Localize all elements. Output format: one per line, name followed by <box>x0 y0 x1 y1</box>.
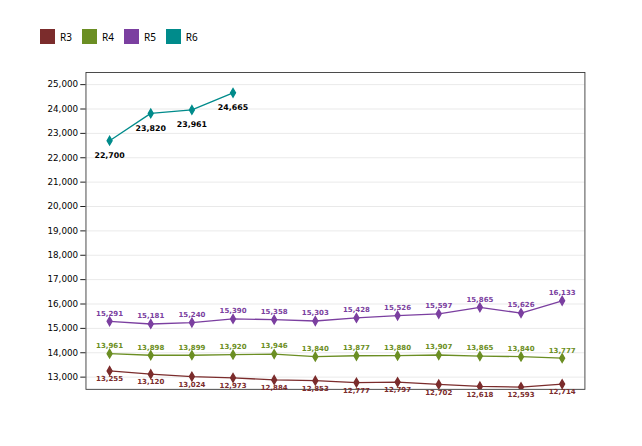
svg-text:13,961: 13,961 <box>96 342 123 350</box>
svg-text:13,877: 13,877 <box>343 344 370 352</box>
svg-text:12,777: 12,777 <box>343 387 370 395</box>
svg-text:23,961: 23,961 <box>177 120 207 129</box>
svg-text:16,133: 16,133 <box>549 289 576 297</box>
svg-text:13,840: 13,840 <box>302 345 329 353</box>
svg-text:24,000: 24,000 <box>47 104 78 114</box>
svg-text:12,884: 12,884 <box>261 384 288 392</box>
svg-text:13,946: 13,946 <box>261 342 288 350</box>
html-text:R5: R5 <box>143 29 156 44</box>
svg-text:13,907: 13,907 <box>425 343 452 351</box>
svg-text:12,853: 12,853 <box>302 385 329 393</box>
svg-text:12,714: 12,714 <box>549 388 576 396</box>
svg-text:13,899: 13,899 <box>178 344 205 352</box>
svg-text:12,973: 12,973 <box>220 382 247 390</box>
svg-text:13,865: 13,865 <box>466 344 493 352</box>
svg-text:12,618: 12,618 <box>466 391 493 399</box>
svg-text:23,820: 23,820 <box>136 124 167 133</box>
svg-text:17,000: 17,000 <box>47 274 78 284</box>
svg-text:12,702: 12,702 <box>425 389 452 397</box>
svg-text:15,358: 15,358 <box>261 308 288 316</box>
svg-text:13,000: 13,000 <box>47 372 78 382</box>
svg-text:13,898: 13,898 <box>137 344 164 352</box>
svg-text:15,240: 15,240 <box>178 311 205 319</box>
svg-text:15,000: 15,000 <box>47 323 78 333</box>
html-text:R4: R4 <box>102 29 114 44</box>
svg-text:12,797: 12,797 <box>384 386 411 394</box>
svg-text:21,000: 21,000 <box>47 177 78 187</box>
svg-text:15,291: 15,291 <box>96 310 123 318</box>
svg-text:14,000: 14,000 <box>47 348 78 358</box>
svg-text:13,840: 13,840 <box>508 345 535 353</box>
svg-text:25,000: 25,000 <box>47 79 78 89</box>
svg-text:13,920: 13,920 <box>220 343 247 351</box>
svg-text:16,000: 16,000 <box>47 299 78 309</box>
html-text:R3: R3 <box>60 29 72 44</box>
svg-text:18,000: 18,000 <box>47 250 78 260</box>
svg-text:24,665: 24,665 <box>218 103 248 112</box>
svg-text:23,000: 23,000 <box>47 128 78 138</box>
svg-text:15,181: 15,181 <box>137 312 164 320</box>
svg-text:15,626: 15,626 <box>508 301 535 309</box>
svg-text:22,700: 22,700 <box>94 151 125 160</box>
svg-text:22,000: 22,000 <box>47 153 78 163</box>
svg-text:15,428: 15,428 <box>343 306 370 314</box>
svg-text:15,390: 15,390 <box>220 307 247 315</box>
svg-text:13,777: 13,777 <box>549 347 576 355</box>
svg-text:13,880: 13,880 <box>384 344 411 352</box>
svg-text:13,120: 13,120 <box>137 378 164 386</box>
svg-text:20,000: 20,000 <box>47 201 78 211</box>
svg-text:19,000: 19,000 <box>47 226 78 236</box>
svg-text:13,024: 13,024 <box>178 381 205 389</box>
svg-text:12,593: 12,593 <box>508 391 535 399</box>
svg-text:15,597: 15,597 <box>425 302 452 310</box>
svg-text:15,526: 15,526 <box>384 304 411 312</box>
svg-text:15,303: 15,303 <box>302 309 329 317</box>
svg-text:13,255: 13,255 <box>96 375 123 383</box>
svg-text:15,865: 15,865 <box>466 296 493 304</box>
html-text:R6: R6 <box>185 29 198 44</box>
